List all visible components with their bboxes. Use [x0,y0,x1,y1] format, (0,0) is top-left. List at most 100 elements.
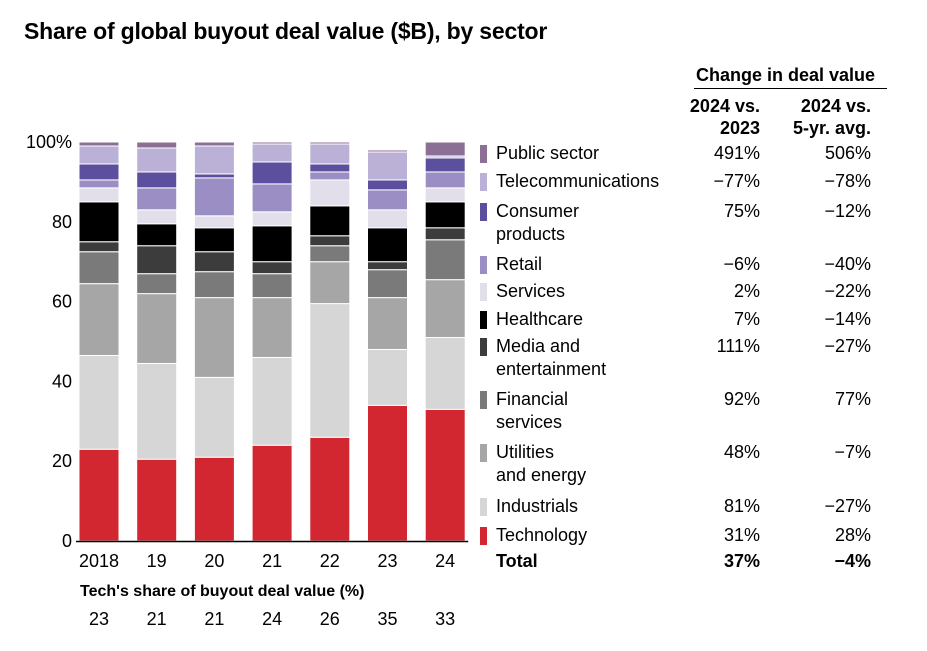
bar-segment-retail-20 [193,177,235,217]
bar-segment-utilities-and-energy-2018 [78,283,120,356]
legend-swatch [480,391,487,409]
legend-label: Public sector [496,143,600,163]
table-header: Change in deal value [696,65,876,85]
bar-segment-industrials-22 [309,303,351,438]
bar-segment-public-sector-23 [367,149,408,153]
y-tick-label: 100% [26,132,72,152]
bar-segment-consumer-products-22 [309,163,351,173]
change-vs-2023: 7% [733,309,760,329]
legend-label: Technology [496,525,588,545]
y-tick-label: 0 [62,531,72,551]
change-vs-2023: 75% [723,201,760,221]
bar-segment-retail-2018 [78,179,120,189]
change-vs-5yr-avg: −4% [834,551,871,571]
change-vs-5yr-avg: −27% [824,336,871,356]
bar-segment-utilities-and-energy-24 [424,279,466,339]
bar-segment-media-and-entertainment-24 [424,227,466,241]
bar-segment-retail-24 [424,171,466,189]
bar-segment-consumer-products-23 [367,179,408,191]
legend-label: Utilities and energy [496,442,587,485]
bar-segment-financial-services-22 [309,245,351,263]
legend-swatch [480,145,487,163]
bar-segment-technology-22 [309,436,351,542]
change-vs-5yr-avg: −27% [824,496,871,516]
bar-segment-financial-services-23 [367,269,408,299]
bar-segment-telecommunications-19 [136,147,178,173]
bar-segment-technology-19 [136,458,178,542]
change-vs-2023: 48% [723,442,760,462]
change-vs-2023: 81% [723,496,760,516]
bar-segment-public-sector-24 [424,141,466,157]
legend-label: Industrials [496,496,579,516]
bar-segment-financial-services-19 [136,273,178,295]
change-vs-2023: 92% [723,389,760,409]
bar-segment-retail-23 [367,189,408,211]
tech-share-value: 21 [204,609,225,629]
y-tick-label: 20 [52,451,72,471]
tech-share-value: 26 [319,609,340,629]
change-vs-5yr-avg: 77% [834,389,871,409]
legend-swatch [480,203,487,221]
bar-segment-utilities-and-energy-19 [136,293,178,364]
change-vs-2023: 2% [733,281,760,301]
bar-segment-technology-21 [251,444,293,542]
bar-segment-industrials-21 [251,356,293,446]
bar-segment-consumer-products-20 [193,173,235,179]
bar-segment-healthcare-21 [251,225,293,263]
bar-segment-healthcare-23 [367,227,408,263]
bar-segment-services-21 [251,211,293,227]
bar-segment-industrials-19 [136,362,178,460]
legend-label: Services [496,281,566,301]
bar-segment-retail-19 [136,187,178,211]
change-vs-5yr-avg: −7% [834,442,871,462]
bar-segment-telecommunications-23 [367,151,408,181]
bar-segment-services-24 [424,187,466,203]
change-vs-5yr-avg: 506% [824,143,871,163]
bar-segment-services-2018 [78,187,120,203]
x-tick-label: 2018 [79,551,119,571]
change-vs-2023: 111% [716,336,760,356]
bar-segment-consumer-products-21 [251,161,293,185]
legend-swatch [480,498,487,516]
change-vs-5yr-avg: −12% [824,201,871,221]
bar-segment-telecommunications-20 [193,145,235,175]
bar-segment-telecommunications-21 [251,143,293,163]
y-tick-label: 40 [52,371,72,391]
bar-segment-utilities-and-energy-20 [193,297,235,378]
chart-title: Share of global buyout deal value ($B), … [24,18,548,44]
bar-segment-media-and-entertainment-23 [367,261,408,271]
bar-segment-public-sector-19 [136,141,178,149]
legend-label: Total [496,551,538,571]
legend-swatch [480,311,487,329]
legend-swatch [480,173,487,191]
bar-segment-industrials-23 [367,348,408,406]
x-tick-label: 21 [262,551,282,571]
x-tick-label: 24 [435,551,455,571]
legend-swatch [480,338,487,356]
bar-segment-utilities-and-energy-21 [251,297,293,358]
bar-segment-consumer-products-24 [424,157,466,173]
bar-segment-financial-services-24 [424,239,466,281]
change-vs-2023: −6% [723,254,760,274]
legend-label: Healthcare [496,309,584,329]
legend-label: Financial services [496,389,569,432]
bar-segment-healthcare-24 [424,201,466,229]
change-vs-2023: 37% [723,551,760,571]
change-vs-5yr-avg: −78% [824,171,871,191]
change-vs-2023: −77% [713,171,760,191]
legend-label: Consumer products [496,201,580,244]
y-tick-label: 80 [52,212,72,232]
bar-segment-public-sector-22 [309,141,351,145]
x-tick-label: 23 [377,551,397,571]
x-tick-label: 20 [204,551,224,571]
bar-segment-media-and-entertainment-21 [251,261,293,275]
bar-segment-technology-24 [424,408,466,542]
change-vs-5yr-avg: −40% [824,254,871,274]
legend-swatch [480,283,487,301]
bar-segment-healthcare-22 [309,205,351,237]
change-vs-5yr-avg: 28% [834,525,871,545]
bar-segment-consumer-products-19 [136,171,178,189]
x-tick-label: 22 [320,551,340,571]
bar-segment-public-sector-20 [193,141,235,147]
bar-segment-technology-20 [193,456,235,542]
